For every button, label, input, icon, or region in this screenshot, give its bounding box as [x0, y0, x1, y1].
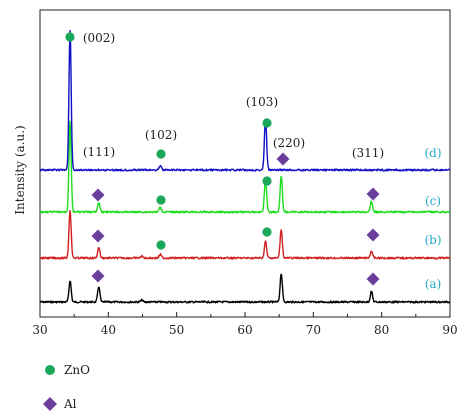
- series-line-c: [39, 120, 451, 214]
- x-axis-ticks: [39, 312, 451, 317]
- series-label-b: (b): [424, 233, 441, 247]
- x-tick-label: 70: [306, 323, 321, 337]
- al-marker: [366, 272, 380, 286]
- legend-zno-label: ZnO: [64, 363, 90, 377]
- zno-marker: [156, 240, 166, 250]
- x-axis-tick-labels: 30 40 50 60 70 80 90: [32, 323, 457, 337]
- x-tick-label: 90: [442, 323, 457, 337]
- x-tick-label: 80: [374, 323, 389, 337]
- zno-marker: [262, 176, 272, 186]
- al-marker: [366, 228, 380, 242]
- peak-label: (002): [83, 31, 115, 45]
- phase-markers: [65, 32, 380, 286]
- zno-marker: [262, 118, 272, 128]
- series-label-c: (c): [425, 194, 441, 208]
- y-axis-label: Intensity (a.u.): [13, 125, 27, 214]
- series-line-b: [39, 209, 451, 260]
- peak-label: (103): [246, 95, 278, 109]
- series-labels: (a) (b) (c) (d): [424, 146, 441, 291]
- series-curves: [39, 29, 451, 304]
- plot-area-border: [39, 9, 451, 318]
- legend-al-marker: [43, 397, 57, 411]
- al-marker: [276, 152, 290, 166]
- zno-marker: [65, 32, 75, 42]
- al-marker: [91, 229, 105, 243]
- peak-labels: (002) (111) (102) (103) (220) (311): [83, 31, 384, 160]
- series-line-d: [39, 29, 451, 172]
- series-label-d: (d): [424, 146, 441, 160]
- al-marker: [366, 187, 380, 201]
- x-tick-label: 40: [101, 323, 116, 337]
- peak-label: (311): [352, 146, 384, 160]
- plot-frame: [39, 9, 451, 318]
- x-tick-label: 50: [169, 323, 184, 337]
- peak-label: (102): [145, 128, 177, 142]
- legend-zno-marker: [45, 365, 55, 375]
- legend-al-label: Al: [63, 397, 77, 411]
- peak-label: (111): [83, 145, 115, 159]
- legend: ZnO Al: [43, 363, 90, 411]
- zno-marker: [156, 149, 166, 159]
- zno-marker: [156, 195, 166, 205]
- x-tick-label: 30: [32, 323, 47, 337]
- series-label-a: (a): [425, 277, 442, 291]
- al-marker: [91, 269, 105, 283]
- zno-marker: [262, 227, 272, 237]
- al-marker: [91, 188, 105, 202]
- x-tick-label: 60: [237, 323, 252, 337]
- series-line-a: [39, 273, 451, 304]
- peak-label: (220): [273, 136, 305, 150]
